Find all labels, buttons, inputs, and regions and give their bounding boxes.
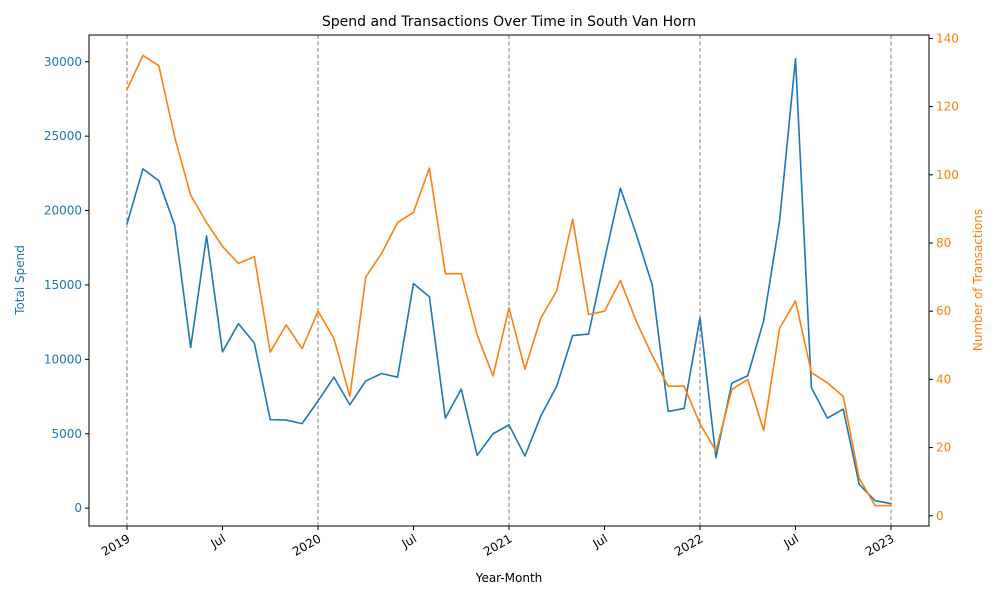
y-axis-right-label: Number of Transactions [971, 209, 985, 351]
y-left-tick-label: 25000 [44, 129, 82, 143]
y-axis-left-label: Total Spend [13, 245, 27, 316]
y-right-tick-label: 100 [936, 168, 959, 182]
y-left-tick-label: 0 [74, 501, 82, 515]
y-left-tick-label: 5000 [51, 427, 82, 441]
x-tick-label: 2023 [863, 531, 896, 558]
x-tick-label: 2020 [290, 531, 323, 558]
y-right-tick-label: 60 [936, 304, 951, 318]
y-right-tick-label: 40 [936, 372, 951, 386]
y-axis-left: 0 5000 10000 15000 20000 25000 30000 [44, 55, 89, 515]
x-axis-label: Year-Month [475, 571, 543, 585]
y-right-tick-label: 0 [936, 509, 944, 523]
x-tick-label: 2021 [481, 531, 514, 558]
y-axis-right: 0 20 40 60 80 100 120 140 [929, 31, 959, 523]
x-tick-label: Jul [590, 531, 610, 551]
x-axis: 2019 Jul 2020 Jul 2021 Jul 2022 Jul 2023 [99, 526, 897, 559]
y-left-tick-label: 30000 [44, 55, 82, 69]
x-tick-label: Jul [781, 531, 801, 551]
year-gridlines [126, 35, 892, 526]
series-transactions-line [126, 54, 892, 507]
x-tick-label: Jul [208, 531, 228, 551]
y-left-tick-label: 20000 [44, 204, 82, 218]
y-right-tick-label: 120 [936, 100, 959, 114]
y-left-tick-label: 15000 [44, 278, 82, 292]
y-left-tick-label: 10000 [44, 352, 82, 366]
series-group [126, 54, 892, 507]
x-tick-label: Jul [399, 531, 419, 551]
y-right-tick-label: 20 [936, 441, 951, 455]
y-right-tick-label: 140 [936, 31, 959, 45]
y-right-tick-label: 80 [936, 236, 951, 250]
x-tick-label: 2019 [99, 531, 132, 558]
x-tick-label: 2022 [672, 531, 705, 558]
series-total-spend-line [126, 58, 892, 505]
chart-title: Spend and Transactions Over Time in Sout… [322, 14, 696, 30]
